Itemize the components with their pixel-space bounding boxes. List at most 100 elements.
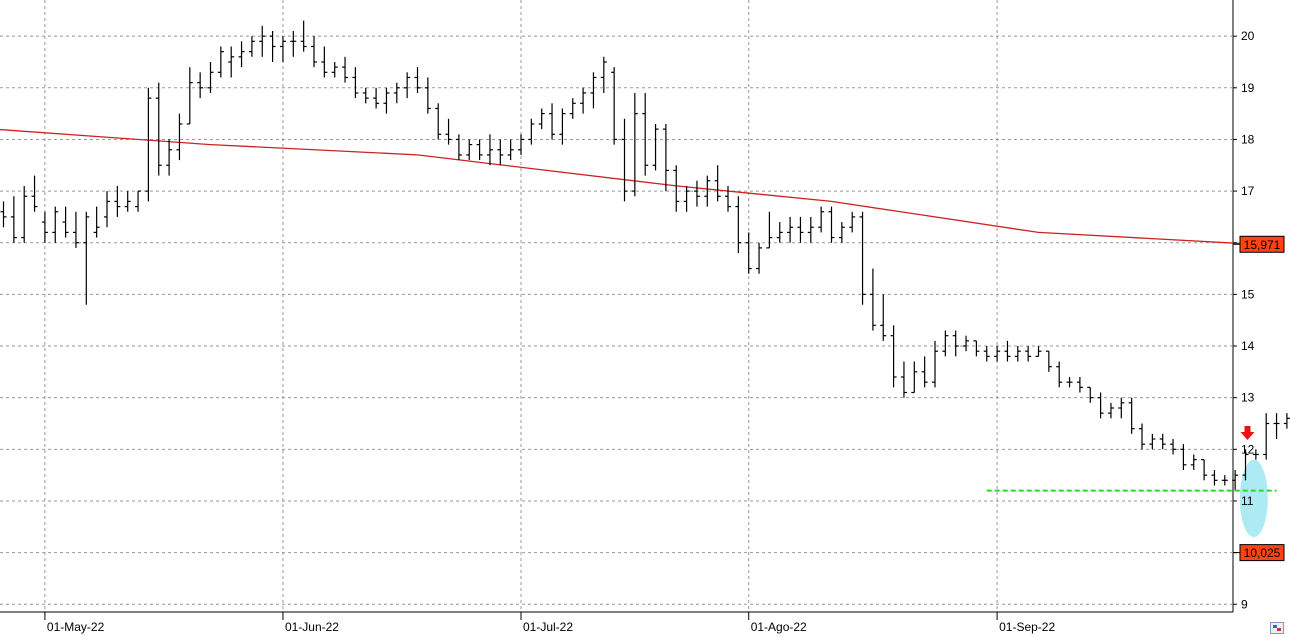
- ohlc-bar: [300, 20, 307, 52]
- ohlc-bar: [114, 185, 121, 217]
- arrow-layer: [1240, 426, 1255, 440]
- y-tick-label: 15: [1241, 287, 1255, 301]
- ohlc-bar: [31, 175, 38, 212]
- ohlc-bar: [486, 134, 493, 166]
- ohlc-bar: [662, 123, 669, 192]
- ohlc-bar: [207, 61, 214, 93]
- ohlc-bar: [124, 191, 131, 212]
- ohlc-bar: [290, 30, 297, 57]
- ohlc-bar: [1014, 346, 1021, 362]
- ohlc-bar: [1232, 469, 1239, 491]
- ohlc-bar: [248, 36, 255, 57]
- ohlc-bar: [528, 118, 535, 145]
- ohlc-bar: [455, 134, 462, 161]
- moving-average-line: [0, 128, 1256, 245]
- x-tick-label: 01-Sep-22: [999, 620, 1055, 634]
- last-price-badge-bg: [1239, 544, 1285, 562]
- ohlc-bar: [1035, 346, 1042, 357]
- ma-value-badge-bg: [1239, 235, 1285, 253]
- ohlc-bar: [41, 211, 48, 243]
- ohlc-bar: [1045, 350, 1052, 372]
- x-tick-label: 01-Ago-22: [751, 620, 807, 634]
- ohlc-bar: [611, 67, 618, 145]
- ohlc-bar: [197, 72, 204, 99]
- vertical-gridlines: [44, 0, 998, 612]
- ohlc-bar: [238, 41, 245, 68]
- ohlc-bar: [600, 56, 607, 93]
- ohlc-bar: [1097, 392, 1104, 419]
- ohlc-bar: [1180, 444, 1187, 470]
- ohlc-bar: [311, 36, 317, 68]
- ohlc-bar: [1170, 438, 1177, 455]
- ohlc-bar: [838, 222, 845, 243]
- ohlc-bar: [569, 98, 576, 119]
- ohlc-bar: [228, 46, 235, 78]
- ohlc-bar: [269, 30, 276, 62]
- ohlc-bar: [642, 92, 649, 176]
- ohlc-bar: [797, 216, 804, 243]
- ohlc-bar: [404, 72, 411, 99]
- ohlc-bar: [828, 206, 835, 243]
- ohlc-bar: [714, 165, 721, 202]
- y-tick-label: 20: [1241, 29, 1255, 43]
- ohlc-bar: [580, 87, 587, 114]
- ohlc-bar: [1201, 459, 1208, 481]
- y-tick-label: 9: [1241, 597, 1248, 611]
- plot-area: [0, 0, 1290, 613]
- ohlc-bar: [373, 87, 380, 109]
- ohlc-bar: [352, 67, 359, 99]
- ohlc-bar: [445, 118, 452, 145]
- ohlc-bar: [807, 216, 814, 243]
- ohlc-bar: [1128, 397, 1135, 434]
- ohlc-bar: [1118, 397, 1125, 419]
- horizontal-gridlines: [0, 35, 1233, 605]
- ohlc-bar: [1056, 361, 1063, 388]
- ohlc-bar: [766, 211, 773, 249]
- y-tick-label: 13: [1241, 391, 1255, 405]
- ohlc-bar: [900, 361, 907, 398]
- ohlc-bar: [166, 139, 173, 176]
- ohlc-bar: [518, 134, 524, 155]
- ohlc-bar: [1263, 413, 1270, 460]
- ohlc-bar: [342, 56, 349, 83]
- ohlc-bar: [1221, 475, 1228, 486]
- ohlc-bar: [725, 185, 731, 212]
- ohlc-bar: [590, 72, 597, 109]
- ohlc-bar: [435, 103, 442, 140]
- ohlc-bar: [1107, 402, 1114, 419]
- ohlc-bar: [52, 206, 59, 243]
- ohlc-bar: [72, 211, 79, 248]
- ohlc-bar: [890, 325, 897, 388]
- corner-settings-icon[interactable]: [1270, 622, 1284, 634]
- ohlc-bar: [859, 211, 866, 305]
- ohlc-bar: [911, 361, 918, 394]
- ohlc-bar: [1283, 413, 1290, 429]
- x-axis: 01-May-22 01-Jun-22 01-Jul-22 01-Ago-22 01-S…: [44, 612, 1055, 634]
- ohlc-bar: [1087, 386, 1094, 403]
- last-price-badge: 10,025: [1239, 544, 1285, 562]
- ohlc-bar: [0, 201, 7, 228]
- ohlc-bar: [942, 330, 949, 357]
- ohlc-bar: [331, 61, 338, 78]
- ohlc-bar: [869, 268, 876, 331]
- x-tick-label: 01-Jun-22: [285, 620, 339, 634]
- ohlc-bar: [424, 77, 431, 114]
- ohlc-bar: [849, 211, 856, 233]
- ohlc-bar: [693, 180, 700, 207]
- ohlc-bar: [135, 190, 142, 212]
- ohlc-bar: [83, 211, 90, 305]
- ohlc-bar: [673, 165, 680, 212]
- ohlc-bar: [952, 330, 959, 357]
- y-tick-label: 17: [1241, 184, 1255, 198]
- ohlc-bar: [466, 139, 473, 161]
- y-tick-label: 19: [1241, 81, 1255, 95]
- breakdown-highlight: [1239, 459, 1268, 538]
- ohlc-bar: [1159, 433, 1166, 450]
- y-tick-label: 12: [1241, 442, 1255, 456]
- y-tick-label: 14: [1241, 339, 1255, 353]
- ohlc-bar: [1252, 449, 1259, 460]
- ohlc-bars: [0, 20, 1290, 491]
- ohlc-bar: [279, 36, 286, 62]
- ohlc-bar: [538, 108, 545, 130]
